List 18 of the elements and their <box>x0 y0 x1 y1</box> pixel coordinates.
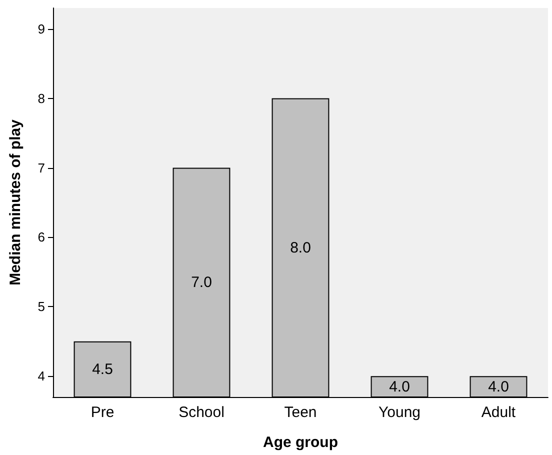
data-label: 8.0 <box>290 239 311 256</box>
data-label: 4.0 <box>488 378 509 396</box>
x-tick-label: School <box>178 404 224 421</box>
y-tick-label: 9 <box>38 21 45 36</box>
data-label: 7.0 <box>191 274 212 292</box>
data-label: 4.0 <box>389 378 410 396</box>
data-label: 4.5 <box>92 360 113 378</box>
y-tick-label: 5 <box>38 299 45 314</box>
y-tick-label: 6 <box>38 230 45 245</box>
y-tick-label: 7 <box>38 160 45 176</box>
y-tick-label: 4 <box>38 368 45 384</box>
y-axis-title: Median minutes of play <box>7 118 24 286</box>
x-tick-label: Pre <box>90 404 114 421</box>
x-axis-title: Age group <box>263 434 338 451</box>
y-tick-label: 8 <box>38 90 45 106</box>
x-tick-label: Teen <box>284 404 317 421</box>
x-tick-label: Adult <box>481 404 516 421</box>
x-tick-label: Young <box>378 404 420 421</box>
